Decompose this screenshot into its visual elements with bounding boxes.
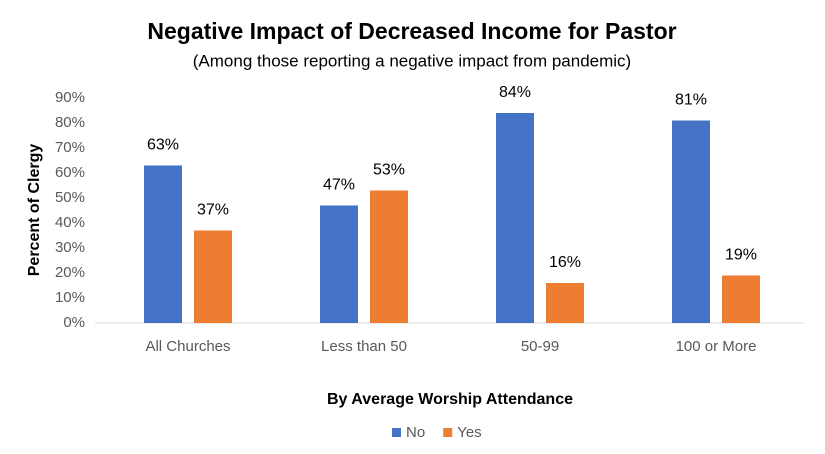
y-axis-title: Percent of Clergy [26,144,43,277]
value-label: 19% [725,247,757,264]
value-label: 16% [549,254,581,271]
x-tick-label: 100 or More [676,338,757,355]
value-label: 63% [147,137,179,154]
y-tick-label: 10% [55,289,85,306]
y-tick-label: 50% [55,189,85,206]
y-tick-label: 0% [63,314,85,331]
bar [194,230,232,323]
legend-label: Yes [457,424,481,441]
chart-title: Negative Impact of Decreased Income for … [147,18,676,44]
x-axis-title: By Average Worship Attendance [327,391,573,408]
y-tick-label: 90% [55,89,85,106]
y-tick-label: 40% [55,214,85,231]
bar [320,205,358,323]
bar [672,120,710,323]
bar [144,165,182,323]
bar [546,283,584,323]
value-label: 53% [373,162,405,179]
value-label: 81% [675,92,707,109]
legend-swatch [392,428,401,437]
chart-subtitle: (Among those reporting a negative impact… [193,51,631,70]
value-label: 84% [499,84,531,101]
y-tick-label: 80% [55,114,85,131]
y-tick-label: 30% [55,239,85,256]
y-tick-label: 70% [55,139,85,156]
value-label: 37% [197,202,229,219]
bar [370,190,408,323]
x-tick-label: All Churches [145,338,230,355]
y-tick-label: 60% [55,164,85,181]
legend-label: No [406,424,425,441]
x-tick-label: 50-99 [521,338,559,355]
bar [496,113,534,323]
x-tick-label: Less than 50 [321,338,407,355]
legend-swatch [443,428,453,437]
value-label: 47% [323,177,355,194]
bar [722,275,760,323]
y-tick-label: 20% [55,264,85,281]
